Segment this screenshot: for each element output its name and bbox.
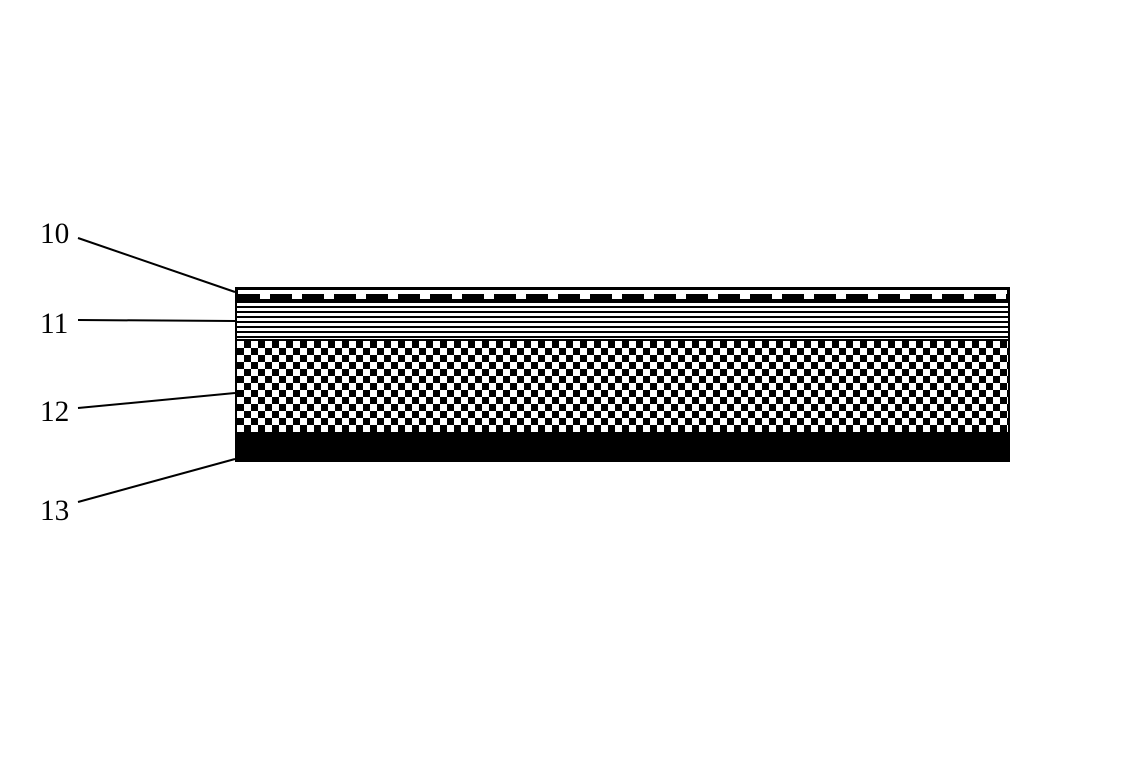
layer-stack-diagram xyxy=(235,287,1010,462)
layer-11 xyxy=(235,301,1010,341)
layer-label-11: 11 xyxy=(40,308,68,341)
leader-line-13 xyxy=(78,459,235,502)
layer-12 xyxy=(235,341,1010,434)
layer-label-10: 10 xyxy=(40,218,69,251)
leader-line-10 xyxy=(78,238,235,292)
layer-10 xyxy=(235,287,1010,301)
layer-label-13: 13 xyxy=(40,495,69,528)
figure-canvas: 10 11 12 13 xyxy=(0,0,1139,775)
leader-line-12 xyxy=(78,393,235,408)
leader-line-11 xyxy=(78,320,235,321)
layer-13 xyxy=(235,434,1010,462)
layer-label-12: 12 xyxy=(40,396,69,429)
